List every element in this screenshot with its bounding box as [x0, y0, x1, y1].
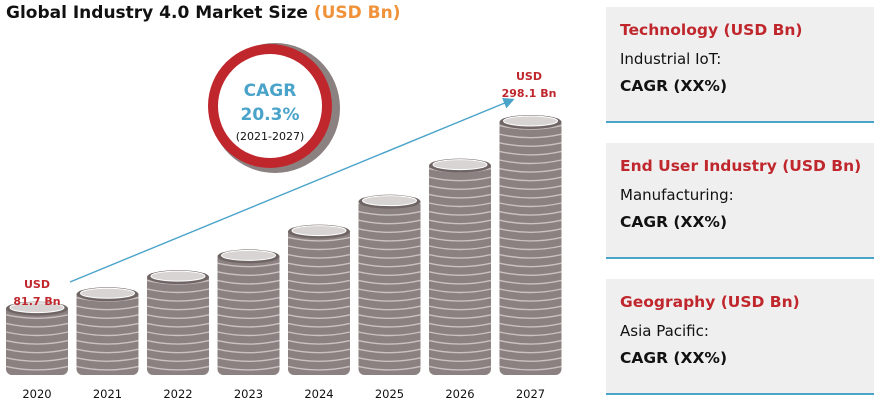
data-label-start: USD: [24, 278, 50, 291]
x-tick-label: 2021: [93, 387, 122, 401]
x-tick-label: 2022: [163, 387, 192, 401]
panel-cagr: CAGR (XX%): [620, 213, 728, 231]
x-tick-label: 2024: [304, 387, 333, 401]
panel-heading: Geography (USD Bn): [620, 293, 800, 311]
data-label-end: 298.1 Bn: [502, 87, 557, 100]
panel-heading: Technology (USD Bn): [620, 21, 803, 39]
segment-panel-end-user-industry: End User Industry (USD Bn) Manufacturing…: [606, 143, 874, 259]
segment-panel-geography: Geography (USD Bn) Asia Pacific: CAGR (X…: [606, 279, 874, 395]
panel-heading: End User Industry (USD Bn): [620, 157, 862, 175]
panel-label: Manufacturing:: [620, 186, 734, 204]
bar-2021: [76, 287, 139, 375]
panel-cagr: CAGR (XX%): [620, 77, 728, 95]
bar-2023: [217, 249, 280, 375]
bar-2024: [287, 224, 351, 375]
chart-title-unit: (USD Bn): [313, 3, 401, 23]
data-label-start: 81.7 Bn: [13, 295, 60, 308]
chart-title-text: Global Industry 4.0 Market Size: [6, 3, 308, 23]
x-tick-label: 2020: [22, 387, 51, 401]
data-label-end: USD: [516, 70, 542, 83]
x-tick-label: 2023: [234, 387, 263, 401]
segment-panel-technology: Technology (USD Bn) Industrial IoT: CAGR…: [606, 7, 874, 123]
x-tick-label: 2027: [516, 387, 545, 401]
x-tick-label: 2026: [445, 387, 474, 401]
bar-2025: [358, 194, 421, 375]
x-tick-label: 2025: [375, 387, 404, 401]
panel-label: Industrial IoT:: [620, 50, 722, 68]
bar-2022: [146, 270, 210, 375]
bar-2026: [428, 158, 492, 375]
panel-label: Asia Pacific:: [620, 322, 709, 340]
chart-area: 2020 2021 2022 2023 2024 2025 2026 2027 USD 81.7 …: [5, 43, 562, 401]
chart-title: Global Industry 4.0 Market Size (USD Bn): [6, 3, 401, 23]
cagr-period: (2021-2027): [236, 130, 305, 143]
panel-cagr: CAGR (XX%): [620, 349, 728, 367]
cagr-label: CAGR: [244, 81, 297, 101]
growth-arrow: [69, 98, 515, 283]
bar-2027: [499, 115, 562, 375]
cagr-value: 20.3%: [241, 105, 300, 125]
bar-2020: [5, 301, 69, 375]
cagr-badge: [208, 43, 340, 173]
